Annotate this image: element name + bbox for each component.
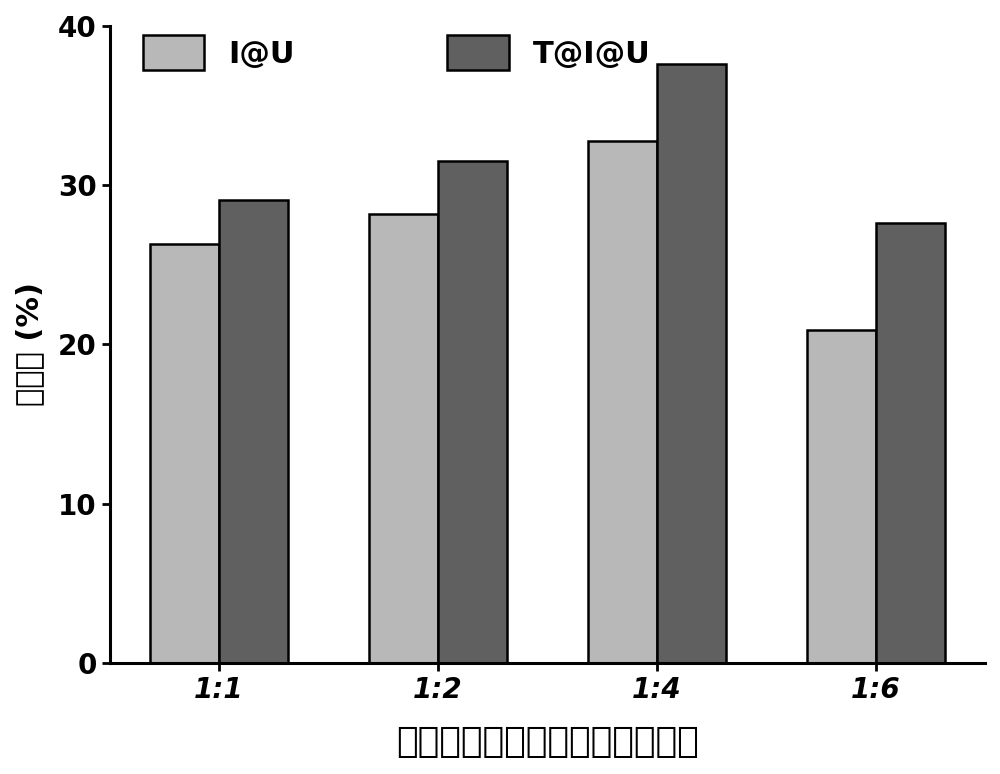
Y-axis label: 载药量 (%): 载药量 (%) — [15, 283, 44, 406]
Legend: I@U, T@I@U: I@U, T@I@U — [143, 35, 651, 70]
Bar — [369, 214, 438, 663]
Bar — [876, 224, 945, 663]
Bar — [150, 244, 219, 663]
Bar — [438, 161, 507, 663]
X-axis label: 金属有机框架和胰岛素的投料比: 金属有机框架和胰岛素的投料比 — [396, 725, 699, 759]
Bar — [219, 200, 288, 663]
Bar — [588, 141, 657, 663]
Bar — [807, 330, 876, 663]
Bar — [657, 64, 726, 663]
